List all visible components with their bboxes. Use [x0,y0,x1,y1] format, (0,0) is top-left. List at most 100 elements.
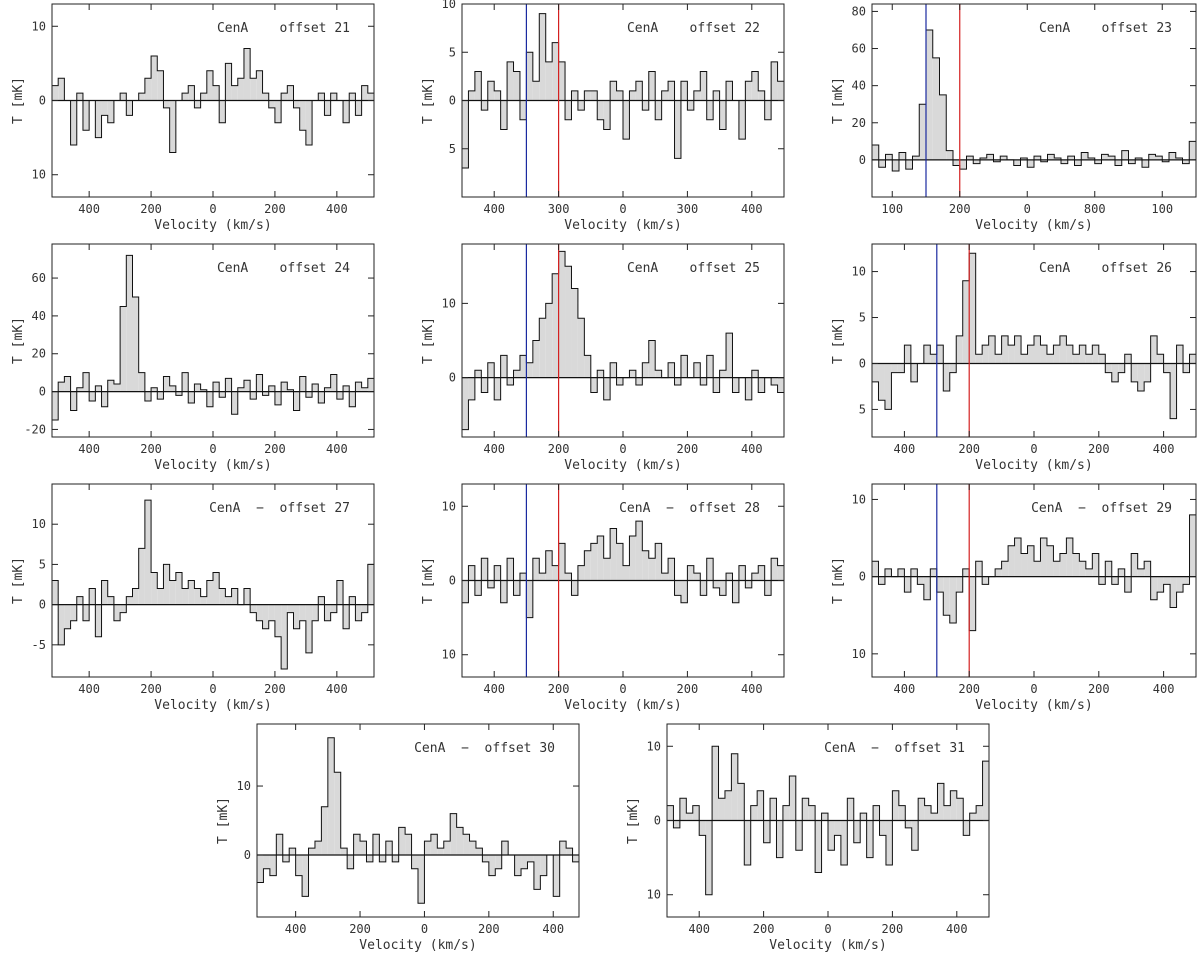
data-bar [532,340,540,378]
data-bar [545,303,553,378]
data-bar [668,558,675,581]
data-bar [336,580,344,605]
data-bar [327,737,335,855]
data-bar [262,391,269,396]
data-bar [973,159,980,164]
data-bar [494,90,501,101]
y-tick-label: 10 [442,0,456,11]
y-axis-label: T [mK] [831,557,846,604]
data-bar [1001,561,1009,577]
data-bar [82,604,90,621]
data-bar [107,100,114,123]
data-bar [367,564,374,605]
data-bar [474,71,482,101]
data-bar [219,100,226,123]
data-bar [686,813,693,821]
data-bar [494,377,501,400]
data-bar [366,854,373,862]
data-bar [318,596,325,605]
data-bar [101,580,108,605]
data-bar [82,100,90,131]
data-bar [353,834,361,855]
data-bar [533,854,541,890]
data-bar [282,854,290,862]
data-bar [532,558,540,581]
data-bar [507,558,514,581]
x-tick-label: 400 [78,682,100,696]
y-axis-label: T [mK] [11,77,26,124]
data-bar [513,580,520,596]
y-tick-label: 10 [32,19,46,33]
y-tick-label: 0 [39,598,46,612]
x-tick-label: 0 [619,442,626,456]
data-bar [648,558,656,581]
data-bar [610,362,617,378]
data-bar [1001,335,1009,364]
y-tick-label: 60 [32,271,46,285]
data-bar [89,588,96,605]
data-bar [157,588,164,605]
data-bar [360,841,367,855]
data-bar [745,81,752,101]
y-tick-label: 10 [647,888,661,902]
data-bar [151,387,158,392]
plot-frame [256,723,580,918]
data-bar [398,827,406,855]
data-bar [1137,568,1145,577]
data-bar [737,783,745,821]
data-bar [648,71,656,101]
data-bar [1169,152,1176,160]
data-bar [495,854,502,869]
data-bar [1150,576,1158,600]
data-bar [673,820,680,828]
y-tick-label: 10 [442,499,456,513]
data-bar [687,565,694,581]
y-axis-label: T [mK] [11,317,26,364]
data-bar [777,81,784,101]
x-tick-label: 200 [264,202,286,216]
data-bar [1088,158,1095,160]
data-bar [661,573,669,581]
data-bar [82,372,90,392]
data-bar [719,580,727,596]
y-tick-label: 0 [39,385,46,399]
x-tick-label: 200 [478,922,500,936]
data-bar [385,841,393,855]
data-bar [287,389,294,392]
x-tick-label: 200 [140,202,162,216]
data-bar [1162,159,1169,162]
data-bar [655,100,662,120]
data-bar [163,564,170,605]
data-bar [64,376,71,392]
data-bar [1121,150,1129,160]
y-tick-label: 10 [237,779,251,793]
data-bar [274,391,282,405]
data-bar [745,580,752,588]
data-bar [361,604,368,613]
x-axis-label: Velocity (km/s) [564,458,681,473]
x-tick-label: 400 [542,922,564,936]
data-bar [706,558,714,581]
data-bar [982,761,989,821]
data-bar [777,565,784,581]
data-bar [590,90,598,101]
panel-title: CenA − offset 30 [414,741,555,756]
y-axis-label: T [mK] [421,557,436,604]
data-bar [418,854,425,904]
y-tick-label: 10 [32,517,46,531]
data-bar [52,85,59,101]
y-tick-label: 5 [449,142,456,156]
data-bar [1072,354,1080,364]
data-bar [597,535,604,581]
data-bar [674,377,681,386]
data-bar [1092,553,1099,577]
data-bar [487,362,495,378]
chart-panel-29: 400 200 0 200 400 10 0 10 Velocity (km/s) T [mK] C… [831,483,1197,713]
y-tick-label: 5 [859,402,866,416]
data-bar [866,820,874,858]
data-bar [330,604,337,613]
y-tick-label: 0 [449,94,456,108]
data-bar [718,798,725,821]
data-bar [367,93,374,101]
data-bar [219,588,226,605]
